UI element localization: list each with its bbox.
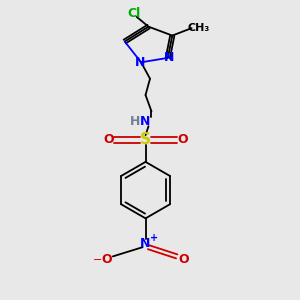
Text: CH₃: CH₃ [188,23,210,33]
Text: S: S [140,132,151,147]
Text: O: O [102,254,112,266]
Text: O: O [179,254,190,266]
Text: N: N [140,115,151,128]
Text: O: O [103,133,114,146]
Text: N: N [140,237,151,250]
Text: N: N [134,56,145,69]
Text: Cl: Cl [127,8,140,20]
Text: −: − [93,255,103,265]
Text: H: H [130,115,140,128]
Text: N: N [164,51,175,64]
Text: +: + [150,233,158,243]
Text: O: O [177,133,188,146]
